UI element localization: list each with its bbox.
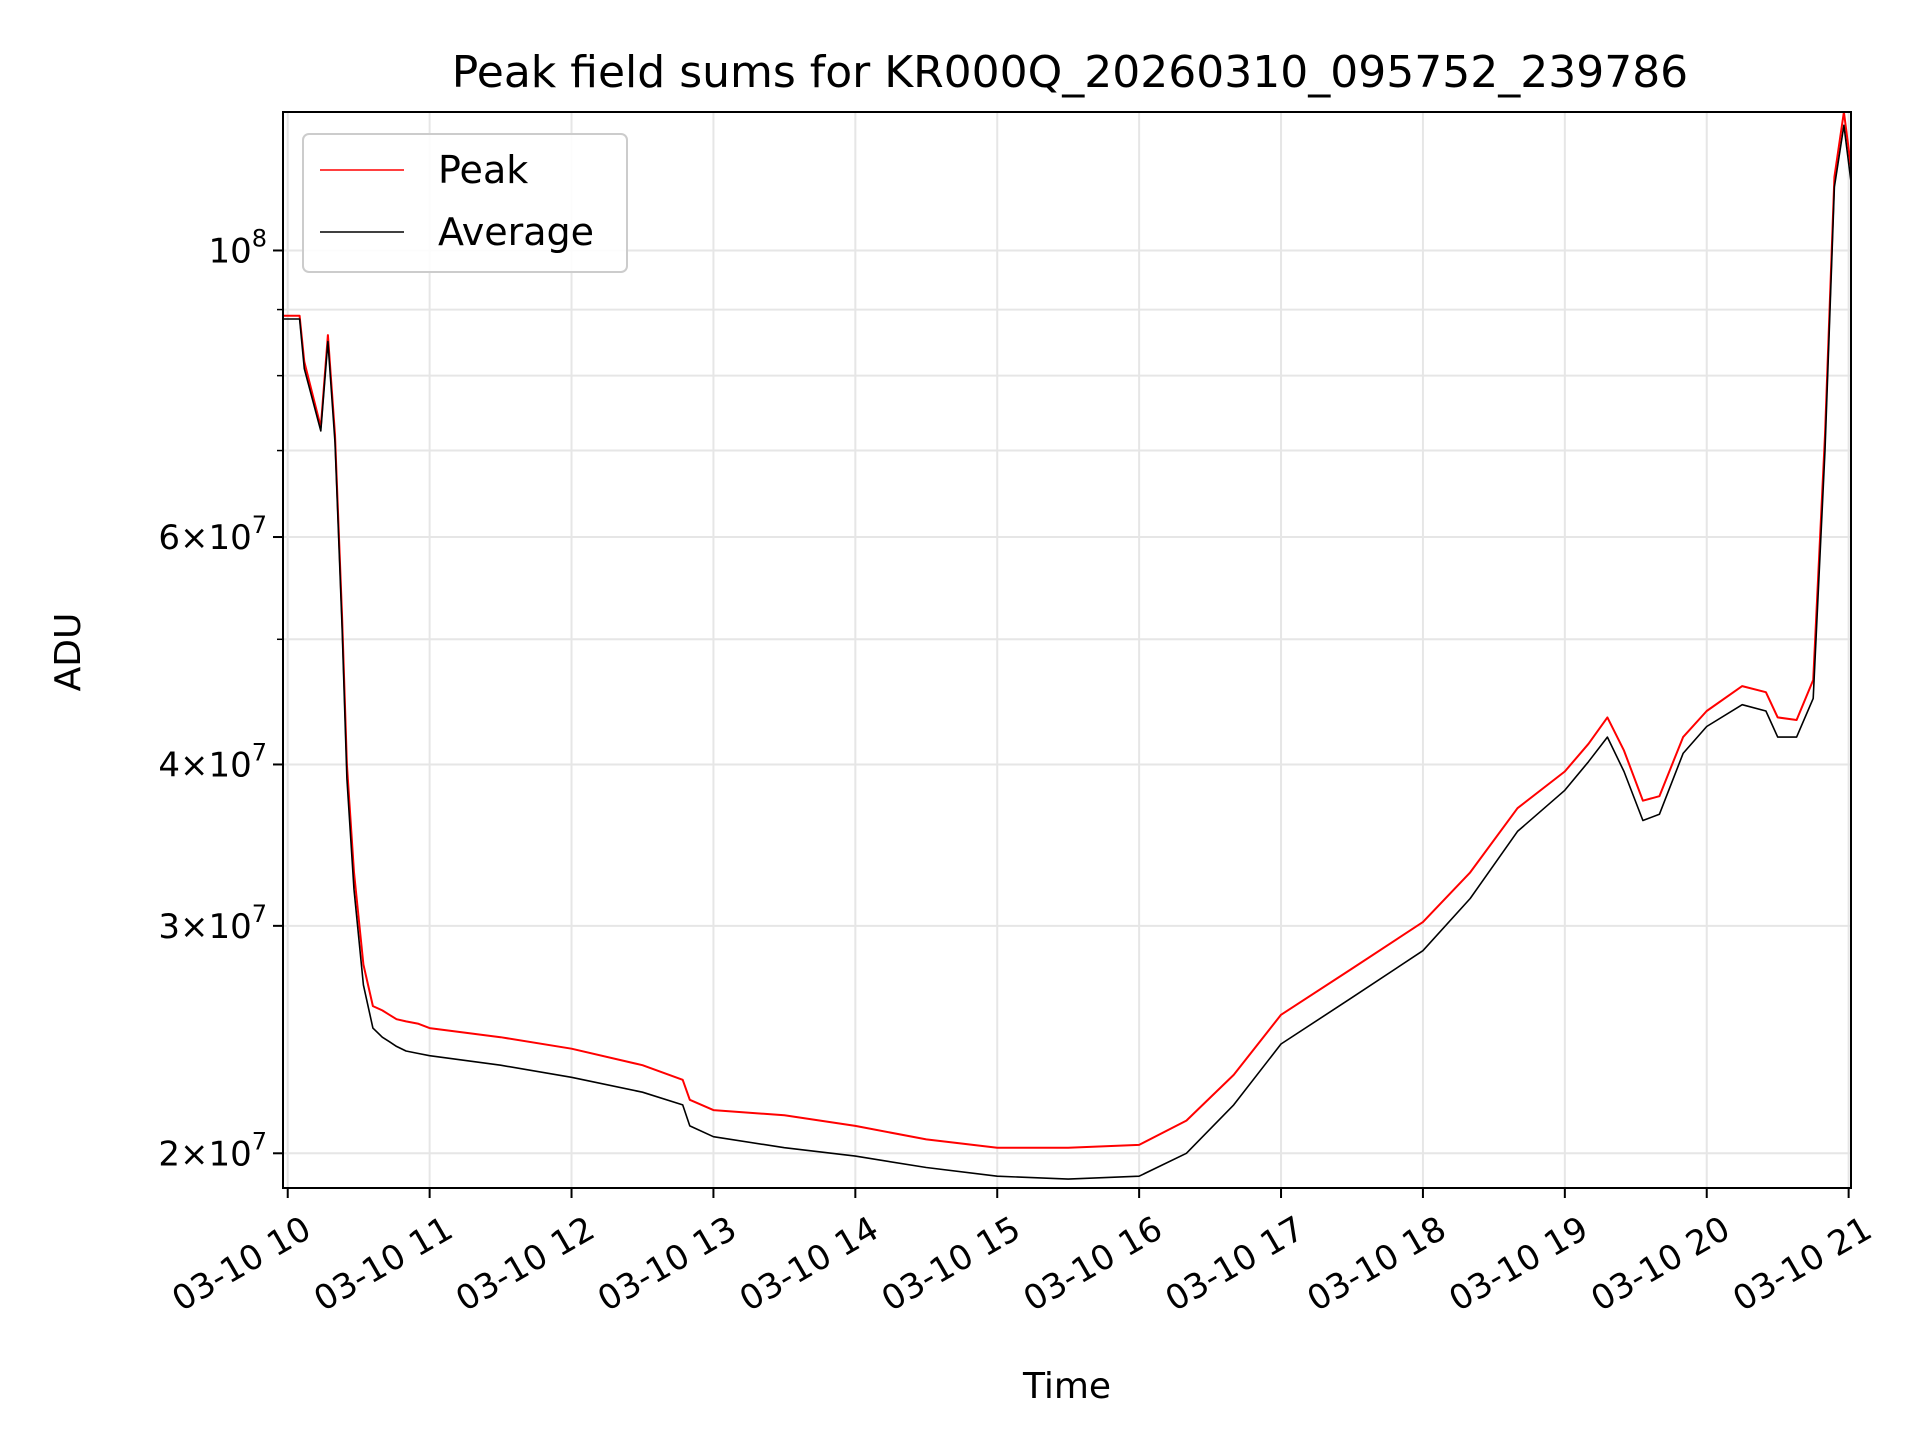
y-tick-label: 3×107 xyxy=(158,900,267,947)
x-tick-label: 03-10 15 xyxy=(875,1209,1027,1320)
y-tick-label: 6×107 xyxy=(158,511,267,558)
series-line-average xyxy=(283,124,1852,1180)
x-tick-label: 03-10 19 xyxy=(1443,1209,1595,1320)
x-tick-label: 03-10 11 xyxy=(307,1209,459,1320)
x-tick-label: 03-10 16 xyxy=(1017,1209,1169,1320)
y-tick-label: 108 xyxy=(208,224,267,271)
series-layer xyxy=(283,111,1852,1180)
x-tick-label: 03-10 12 xyxy=(449,1209,601,1320)
x-tick-label: 03-10 18 xyxy=(1301,1209,1453,1320)
y-axis: 108 6×107 4×107 3×107 2×107 xyxy=(158,224,283,1174)
x-tick-label: 03-10 14 xyxy=(733,1209,885,1320)
x-axis-label: Time xyxy=(1022,1366,1111,1407)
x-tick-label: 03-10 10 xyxy=(165,1209,317,1320)
series-line-peak xyxy=(283,111,1852,1149)
y-tick-label: 2×107 xyxy=(158,1127,267,1174)
y-axis-label: ADU xyxy=(48,613,89,692)
legend-box xyxy=(302,133,628,273)
legend: Peak Average xyxy=(302,133,628,273)
legend-label-peak: Peak xyxy=(438,148,528,192)
x-tick-label: 03-10 21 xyxy=(1726,1209,1878,1320)
grid-lines xyxy=(283,112,1851,1188)
x-tick-label: 03-10 20 xyxy=(1584,1209,1736,1320)
legend-label-average: Average xyxy=(438,210,594,254)
x-tick-label: 03-10 17 xyxy=(1159,1209,1311,1320)
chart-title: Peak field sums for KR000Q_20260310_0957… xyxy=(452,47,1688,98)
x-tick-label: 03-10 13 xyxy=(591,1209,743,1320)
y-tick-label: 4×107 xyxy=(158,738,267,785)
plot-area xyxy=(282,111,1852,1189)
